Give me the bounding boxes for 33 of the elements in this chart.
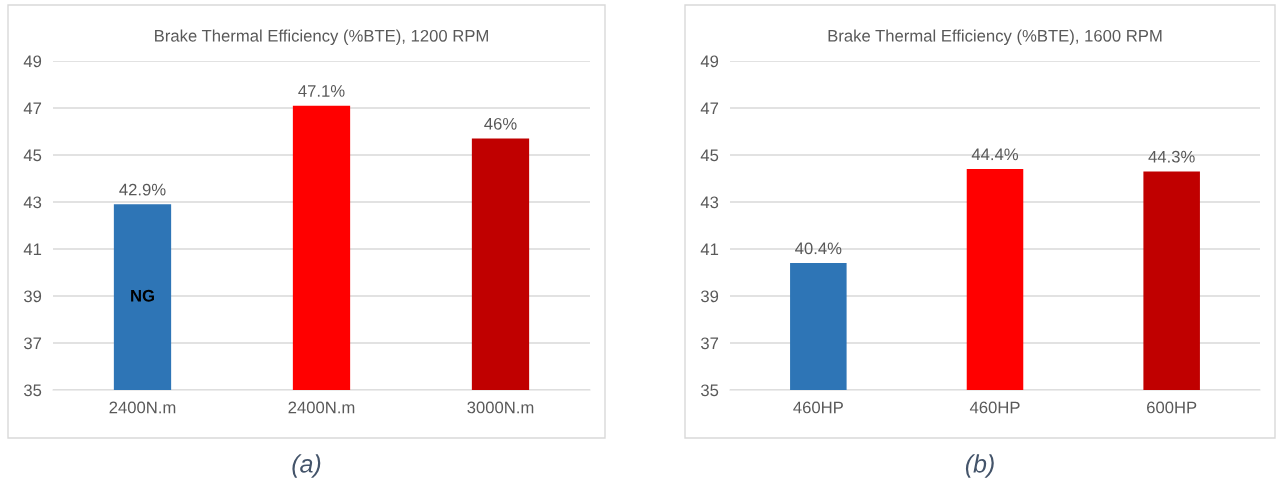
y-tick-label: 43: [700, 196, 719, 209]
data-label: 46%: [484, 117, 517, 130]
y-tick-label: 37: [23, 337, 42, 350]
data-label: 44.3%: [1148, 150, 1195, 163]
y-tick-label: 41: [23, 243, 42, 256]
y-tick-label: 41: [700, 243, 719, 256]
annotation: NG: [131, 289, 154, 302]
x-tick-label: 460HP: [793, 401, 843, 414]
data-label: 40.4%: [795, 242, 842, 255]
y-tick-label: 47: [700, 102, 719, 115]
x-tick-label: 600HP: [1147, 401, 1197, 414]
y-tick-label: 47: [23, 102, 42, 115]
y-tick-label: 49: [23, 55, 42, 68]
y-tick-label: 37: [700, 337, 719, 350]
data-label: 42.9%: [119, 183, 166, 196]
y-tick-label: 45: [700, 149, 719, 162]
y-tick-label: 39: [23, 290, 42, 303]
text: (b): [965, 454, 994, 478]
x-tick-label: 2400N.m: [288, 401, 355, 414]
text: (a): [292, 454, 321, 478]
chart-title: Brake Thermal Efficiency (%BTE), 1200 RPM: [155, 29, 488, 46]
y-tick-label: 43: [23, 196, 42, 209]
x-tick-label: 2400N.m: [109, 401, 176, 414]
x-tick-label: 460HP: [969, 401, 1020, 414]
y-tick-label: 39: [700, 290, 719, 303]
data-label: 44.4%: [971, 148, 1019, 161]
chart-title: Brake Thermal Efficiency (%BTE), 1600 RPM: [828, 29, 1162, 46]
y-tick-label: 49: [700, 55, 719, 68]
data-label: 47.1%: [298, 85, 345, 97]
x-tick-label: 3000N.m: [467, 401, 534, 414]
y-tick-label: 35: [23, 384, 42, 397]
y-tick-label: 35: [700, 384, 719, 397]
y-tick-label: 45: [23, 149, 42, 162]
